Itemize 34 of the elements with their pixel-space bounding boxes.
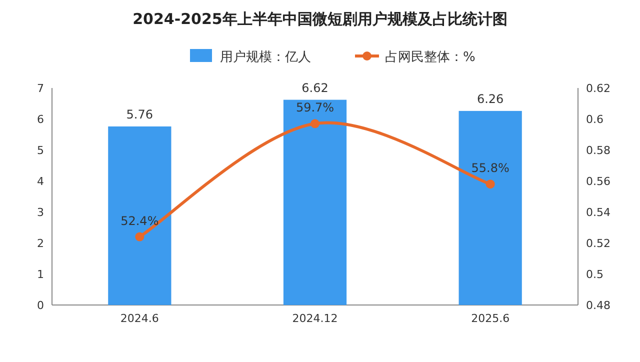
bar (458, 110, 522, 305)
y2-tick-label: 0.58 (586, 144, 610, 157)
y2-tick-label: 0.6 (586, 113, 604, 126)
y2-tick-label: 0.56 (586, 175, 610, 188)
x-tick-label: 2025.6 (471, 312, 510, 325)
point (486, 180, 495, 189)
data-label: 55.8% (471, 161, 510, 176)
y-tick-label: 7 (37, 82, 44, 95)
bar (283, 100, 347, 305)
data-label: 6.62 (302, 80, 328, 95)
data-label: 52.4% (120, 214, 159, 228)
y2-tick-label: 0.5 (586, 268, 604, 281)
y-tick-label: 6 (37, 113, 44, 126)
y2-tick-label: 0.52 (586, 237, 610, 250)
y-tick-label: 5 (37, 144, 44, 157)
y-tick-label: 4 (37, 175, 44, 188)
chart-title: 2024-2025年上半年中国微短剧用户规模及占比统计图 (132, 10, 508, 28)
point (310, 119, 320, 128)
legend-label: 占网民整体：% (385, 50, 476, 65)
legend-label: 用户规模：亿人 (220, 50, 311, 65)
y-tick-label: 2 (37, 237, 44, 250)
bar (108, 126, 172, 305)
data-label: 6.26 (476, 92, 504, 106)
y-tick-label: 0 (37, 299, 44, 312)
y-tick-label: 1 (37, 268, 44, 281)
y2-tick-label: 0.48 (586, 299, 610, 312)
data-label: 5.76 (126, 107, 154, 122)
data-label: 59.7% (296, 100, 334, 115)
y2-tick-label: 0.62 (586, 82, 610, 95)
x-tick-label: 2024.6 (120, 312, 159, 325)
y2-tick-label: 0.54 (586, 206, 610, 219)
x-tick-label: 2024.12 (292, 312, 338, 325)
point (135, 232, 144, 242)
y-tick-label: 3 (37, 206, 44, 219)
